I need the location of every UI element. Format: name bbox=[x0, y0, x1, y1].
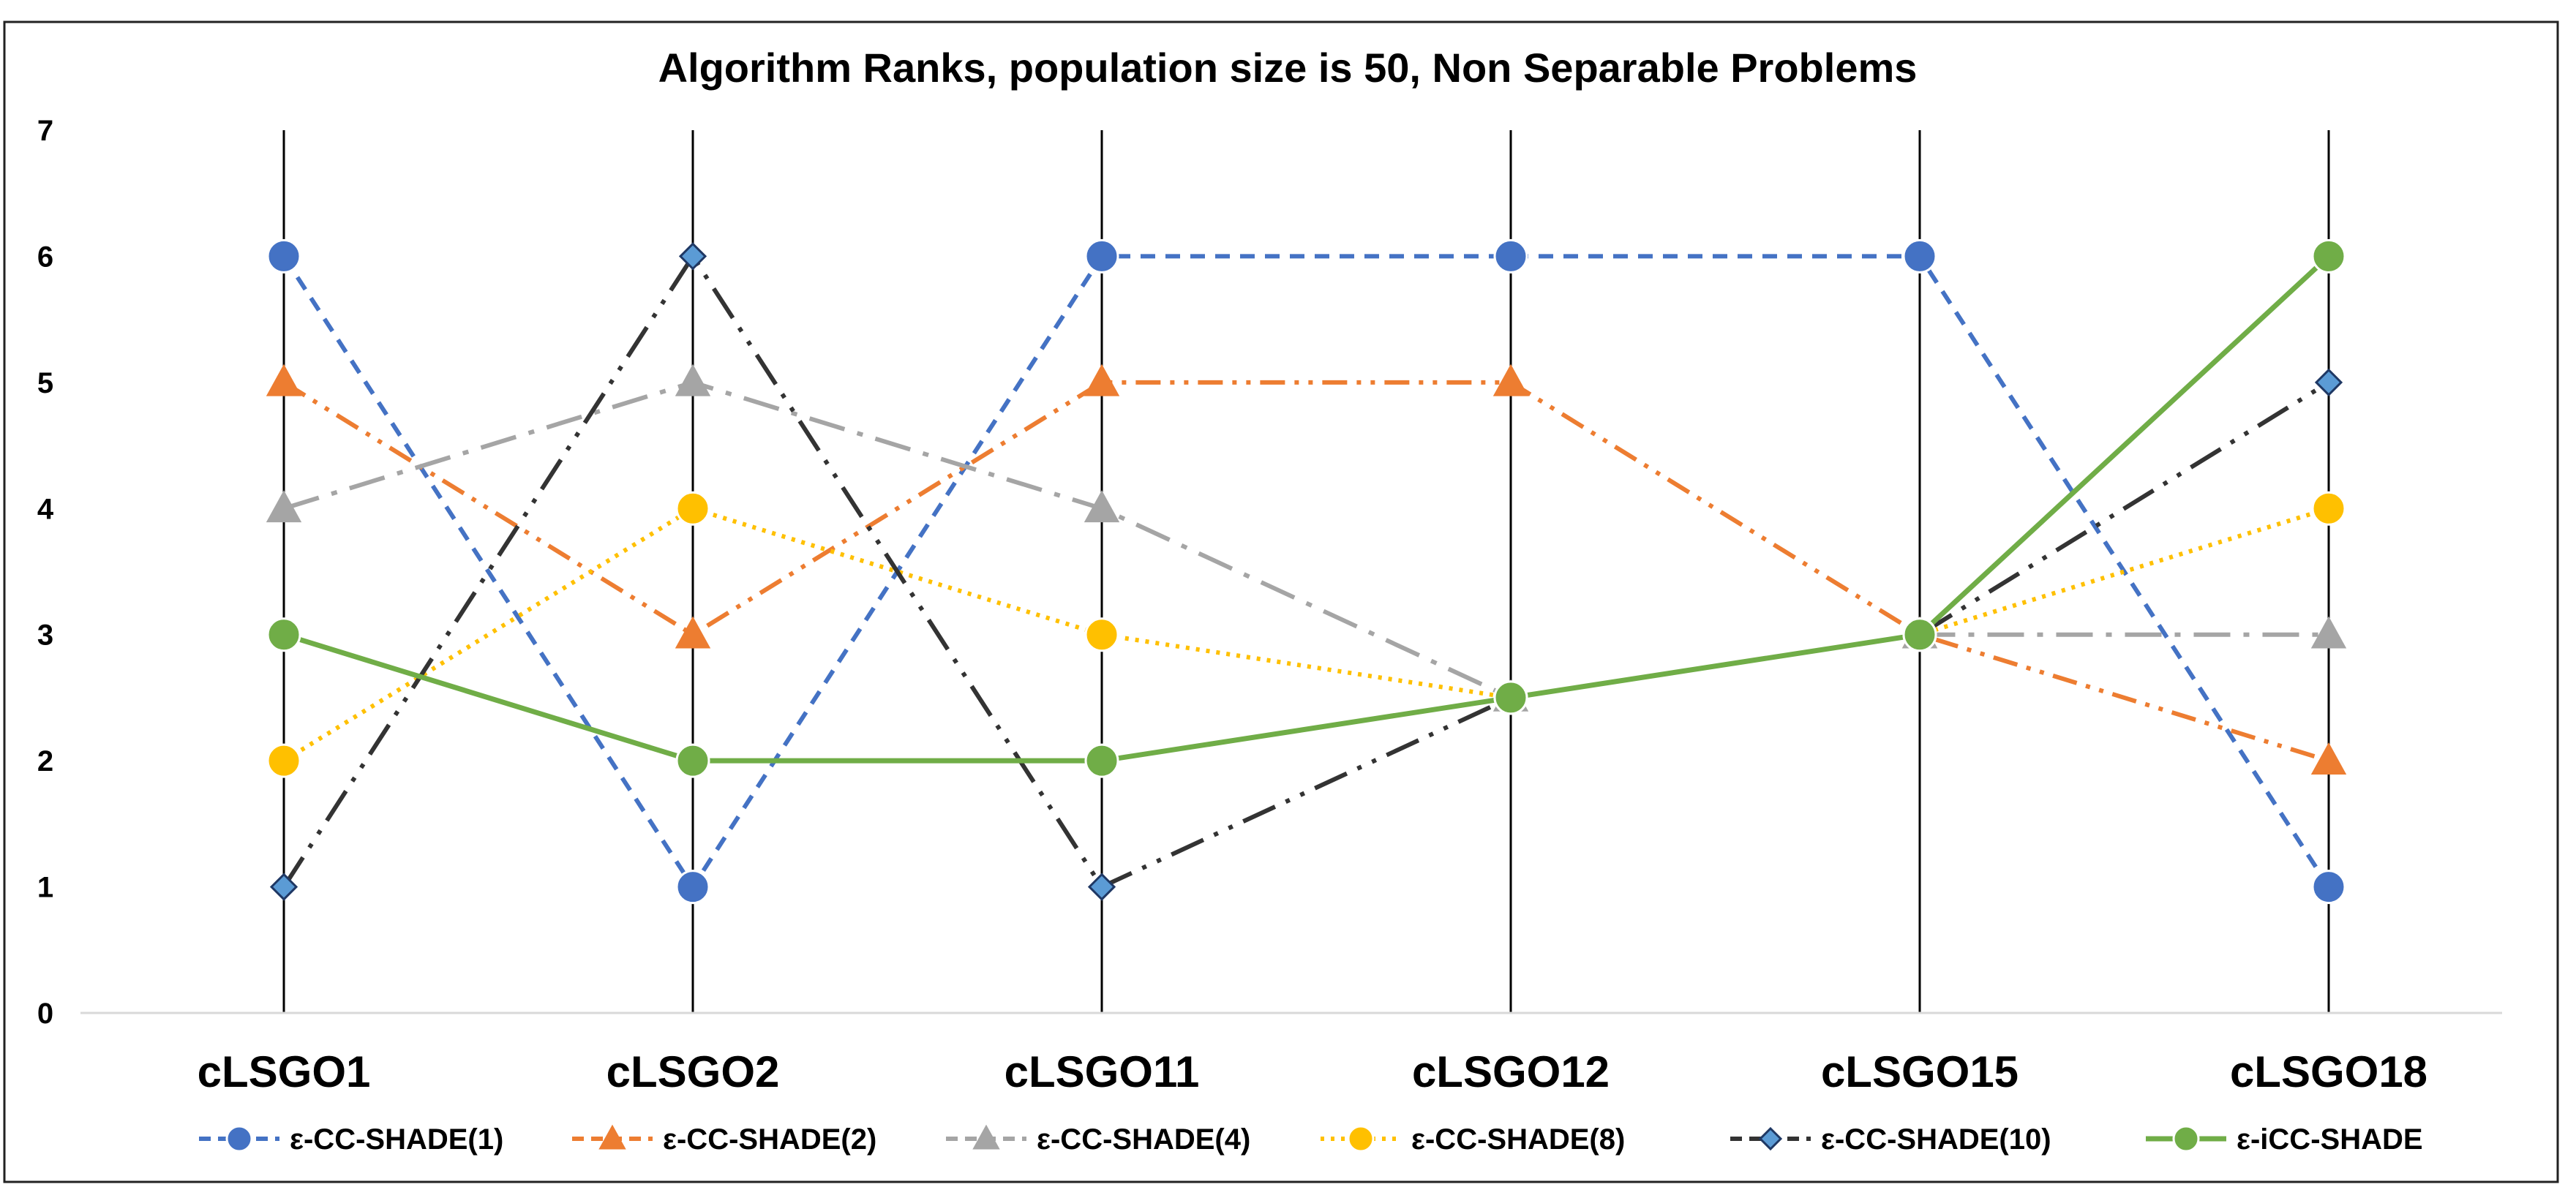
legend-label: ε-CC-SHADE(10) bbox=[1821, 1123, 2051, 1156]
data-point bbox=[678, 242, 707, 271]
data-point bbox=[266, 363, 302, 396]
data-point bbox=[2311, 238, 2346, 274]
y-tick-label: 5 bbox=[37, 367, 53, 399]
x-tick-label: cLSGO15 bbox=[1821, 1047, 2019, 1096]
data-point bbox=[269, 873, 298, 901]
legend-marker bbox=[2172, 1125, 2200, 1153]
data-point bbox=[2311, 491, 2346, 526]
data-point bbox=[266, 238, 301, 274]
series-line bbox=[282, 506, 2329, 763]
data-point bbox=[266, 490, 302, 523]
data-point bbox=[675, 491, 710, 526]
series-line bbox=[282, 254, 2331, 889]
data-point bbox=[1492, 363, 1529, 396]
data-point bbox=[1084, 238, 1119, 274]
data-point bbox=[1902, 238, 1937, 274]
legend-marker bbox=[225, 1125, 253, 1153]
y-tick-label: 6 bbox=[37, 241, 53, 273]
data-point bbox=[1493, 680, 1528, 715]
data-point bbox=[2311, 870, 2346, 905]
x-tick-label: cLSGO11 bbox=[1005, 1047, 1200, 1096]
y-axis-ticks: 0 1 2 3 4 5 6 7 bbox=[37, 115, 54, 1030]
legend[interactable]: ε-CC-SHADE(1) ε-CC-SHADE(2) ε-CC-SHADE(4) ε… bbox=[199, 1123, 2423, 1156]
chart-title: Algorithm Ranks, population size is 50, … bbox=[658, 45, 1918, 91]
chart-border bbox=[3, 20, 2559, 1183]
x-tick-label: cLSGO1 bbox=[198, 1047, 371, 1096]
y-tick-label: 0 bbox=[37, 998, 53, 1030]
x-tick-label: cLSGO18 bbox=[2230, 1047, 2427, 1096]
data-point bbox=[266, 743, 301, 778]
data-point bbox=[675, 363, 711, 396]
legend-item[interactable]: ε-CC-SHADE(2) bbox=[572, 1123, 876, 1156]
data-point bbox=[1493, 238, 1528, 274]
x-axis-labels: cLSGO1 cLSGO2 cLSGO11 cLSGO12 cLSGO15 cLSGO18 bbox=[198, 1047, 2427, 1096]
legend-label: ε-CC-SHADE(1) bbox=[290, 1123, 503, 1156]
y-tick-label: 1 bbox=[37, 872, 53, 904]
data-point bbox=[675, 743, 710, 778]
legend-item[interactable]: ε-CC-SHADE(4) bbox=[946, 1123, 1250, 1156]
legend-marker bbox=[1758, 1126, 1783, 1151]
legend-marker bbox=[1347, 1125, 1375, 1153]
legend-item[interactable]: ε-CC-SHADE(1) bbox=[199, 1123, 503, 1156]
legend-marker bbox=[972, 1124, 1000, 1150]
series-lines bbox=[282, 254, 2331, 889]
data-point bbox=[675, 870, 710, 905]
series-line bbox=[282, 254, 2331, 764]
series-markers bbox=[266, 238, 2347, 905]
legend-label: ε-CC-SHADE(2) bbox=[663, 1123, 876, 1156]
y-tick-label: 3 bbox=[37, 619, 53, 652]
data-point bbox=[675, 616, 711, 649]
legend-label: ε-iCC-SHADE bbox=[2237, 1123, 2423, 1156]
data-point bbox=[2314, 368, 2343, 396]
data-point bbox=[1084, 363, 1120, 396]
legend-label: ε-CC-SHADE(8) bbox=[1411, 1123, 1625, 1156]
y-tick-label: 2 bbox=[37, 745, 53, 777]
category-gridlines bbox=[282, 130, 2330, 1013]
series-line bbox=[283, 380, 2329, 700]
data-point bbox=[1087, 873, 1116, 901]
data-point bbox=[1084, 490, 1120, 523]
x-tick-label: cLSGO12 bbox=[1412, 1047, 1610, 1096]
legend-marker bbox=[598, 1124, 626, 1150]
data-point bbox=[1084, 743, 1119, 778]
data-point bbox=[1084, 617, 1119, 652]
data-point bbox=[266, 617, 301, 652]
y-tick-label: 7 bbox=[37, 115, 53, 147]
x-tick-label: cLSGO2 bbox=[607, 1047, 780, 1096]
data-point bbox=[2310, 616, 2347, 649]
data-point bbox=[2310, 742, 2347, 775]
y-tick-label: 4 bbox=[37, 493, 54, 525]
legend-item[interactable]: ε-CC-SHADE(8) bbox=[1321, 1123, 1625, 1156]
legend-item[interactable]: ε-iCC-SHADE bbox=[2146, 1123, 2423, 1156]
legend-label: ε-CC-SHADE(4) bbox=[1037, 1123, 1250, 1156]
legend-item[interactable]: ε-CC-SHADE(10) bbox=[1730, 1123, 2051, 1156]
data-point bbox=[1902, 617, 1937, 652]
